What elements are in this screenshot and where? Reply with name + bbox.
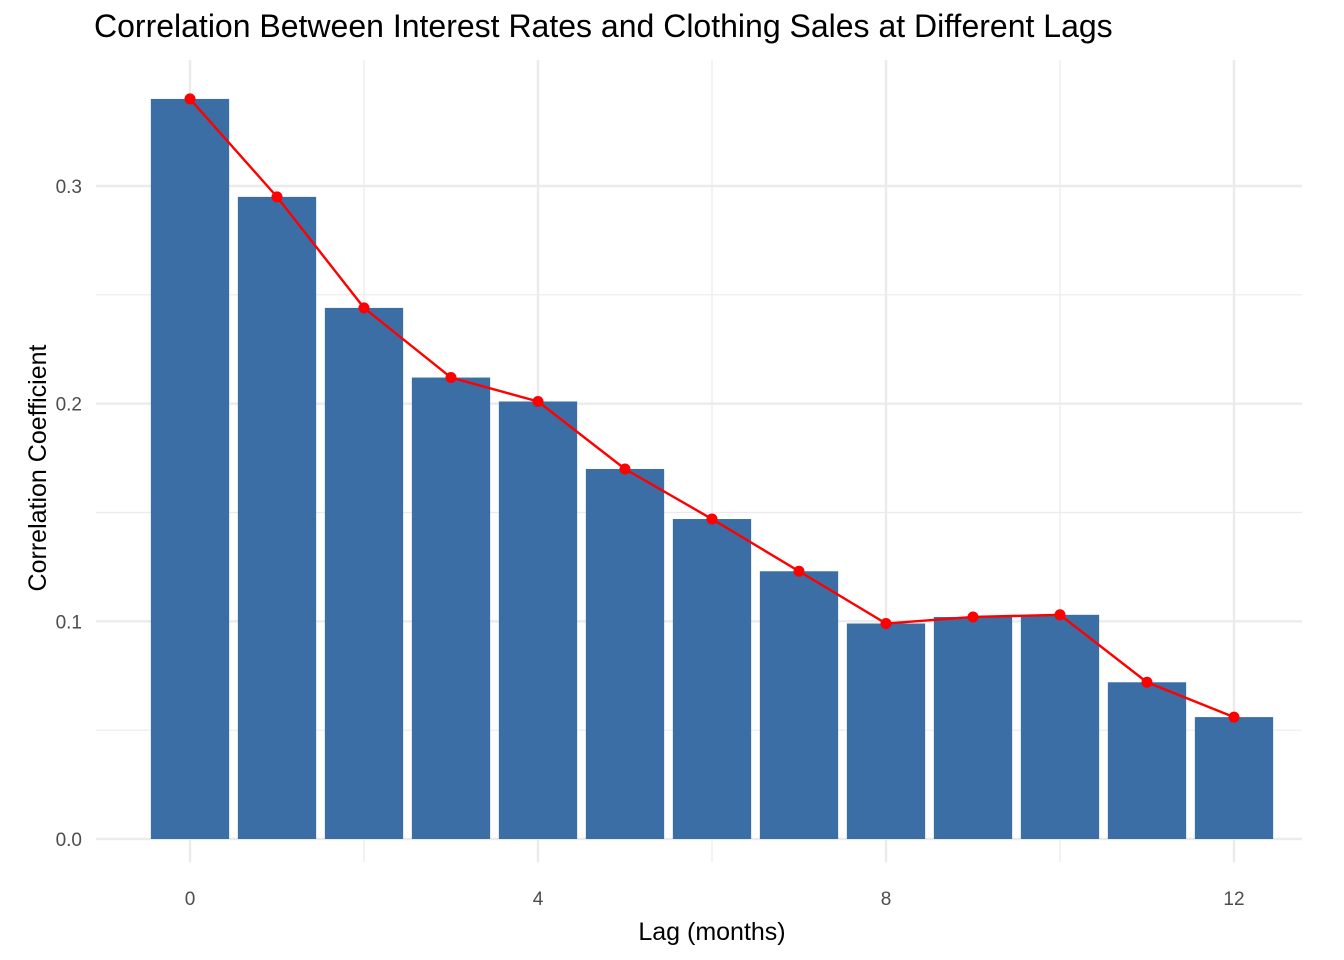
trend-point (358, 302, 370, 314)
bar (585, 468, 665, 839)
bar (672, 519, 752, 839)
x-axis-title: Lag (months) (638, 918, 785, 946)
trend-point (1054, 609, 1066, 621)
bar (846, 623, 926, 839)
bars-layer (150, 98, 1274, 840)
bar (411, 377, 491, 839)
x-axis-ticks: 0 4 8 12 (185, 889, 1245, 910)
trend-point (793, 565, 805, 577)
y-tick-label: 0.3 (56, 177, 82, 198)
x-tick-label: 4 (533, 889, 544, 910)
chart-title: Correlation Between Interest Rates and C… (94, 8, 1113, 44)
x-tick-label: 12 (1223, 889, 1244, 910)
trend-point (706, 513, 718, 525)
trend-point (271, 191, 283, 203)
trend-point (1228, 711, 1240, 723)
bar (933, 616, 1013, 839)
trend-point (184, 93, 196, 105)
trend-point (445, 372, 457, 384)
x-tick-label: 8 (881, 889, 892, 910)
bar (498, 401, 578, 839)
bar (237, 196, 317, 840)
trend-point (532, 395, 544, 407)
trend-points-layer (184, 93, 1240, 723)
y-tick-label: 0.2 (56, 395, 82, 416)
trend-point (1141, 676, 1153, 688)
bar (759, 571, 839, 839)
y-axis-ticks: 0.0 0.1 0.2 0.3 (56, 177, 82, 851)
bar (1194, 717, 1274, 839)
bar (1107, 682, 1187, 839)
trend-point (619, 463, 631, 475)
y-tick-label: 0.0 (56, 830, 82, 851)
trend-point (967, 611, 979, 623)
bar (324, 307, 404, 840)
bar (150, 98, 230, 839)
y-axis-title: Correlation Coefficient (24, 345, 52, 592)
x-tick-label: 0 (185, 889, 196, 910)
y-tick-label: 0.1 (56, 612, 82, 633)
trend-point (880, 618, 892, 630)
bar (1020, 614, 1100, 839)
